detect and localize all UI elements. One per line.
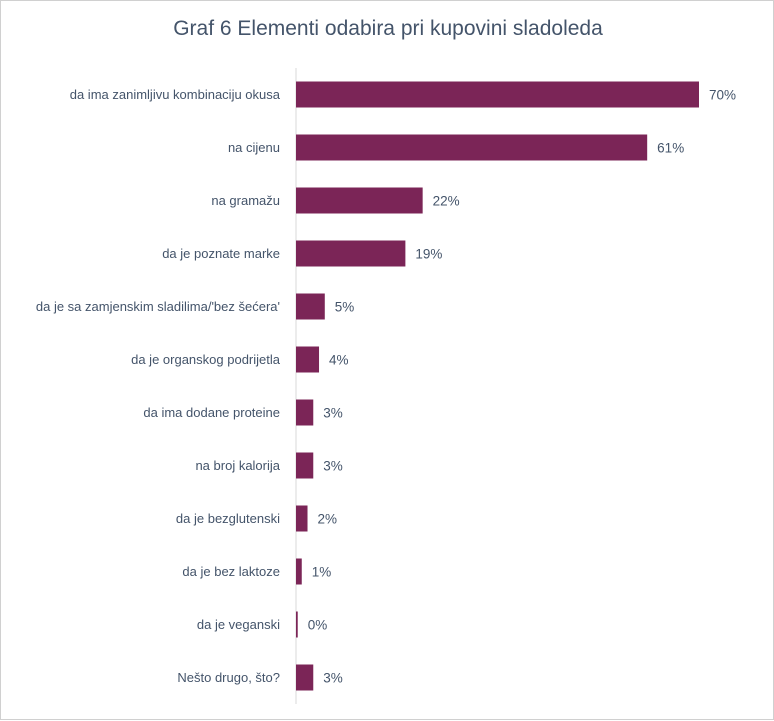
data-label: 70% [709, 88, 736, 103]
bar [296, 346, 320, 373]
category-label: da je organskog podrijetla [131, 352, 281, 367]
data-label: 3% [323, 406, 343, 421]
bar [296, 81, 699, 108]
bar [296, 187, 423, 214]
bar [296, 134, 648, 161]
bar [296, 293, 325, 320]
data-label: 1% [312, 565, 332, 580]
bar [296, 558, 302, 585]
bar [296, 399, 314, 426]
data-label: 2% [318, 512, 338, 527]
bar [296, 611, 298, 638]
data-label: 3% [323, 459, 343, 474]
data-label: 5% [335, 300, 355, 315]
category-label: da ima zanimljivu kombinaciju okusa [70, 87, 281, 102]
category-label: da je veganski [197, 617, 280, 632]
category-label: da je poznate marke [162, 246, 280, 261]
category-label: na broj kalorija [195, 458, 280, 473]
bar [296, 505, 308, 532]
data-label: 22% [433, 194, 460, 209]
category-label: da je bez laktoze [182, 564, 280, 579]
bar [296, 240, 406, 267]
category-label: Nešto drugo, što? [177, 670, 280, 685]
bar [296, 664, 314, 691]
bar [296, 452, 314, 479]
chart-title: Graf 6 Elementi odabira pri kupovini sla… [173, 17, 603, 40]
data-label: 61% [657, 141, 684, 156]
category-label: da je sa zamjenskim sladilima/'bez šećer… [36, 299, 280, 314]
data-label: 3% [323, 671, 343, 686]
category-label: na gramažu [211, 193, 280, 208]
data-label: 4% [329, 353, 349, 368]
category-label: na cijenu [228, 140, 280, 155]
category-label: da ima dodane proteine [143, 405, 280, 420]
category-label: da je bezglutenski [176, 511, 280, 526]
data-label: 0% [308, 618, 328, 633]
data-label: 19% [415, 247, 442, 262]
